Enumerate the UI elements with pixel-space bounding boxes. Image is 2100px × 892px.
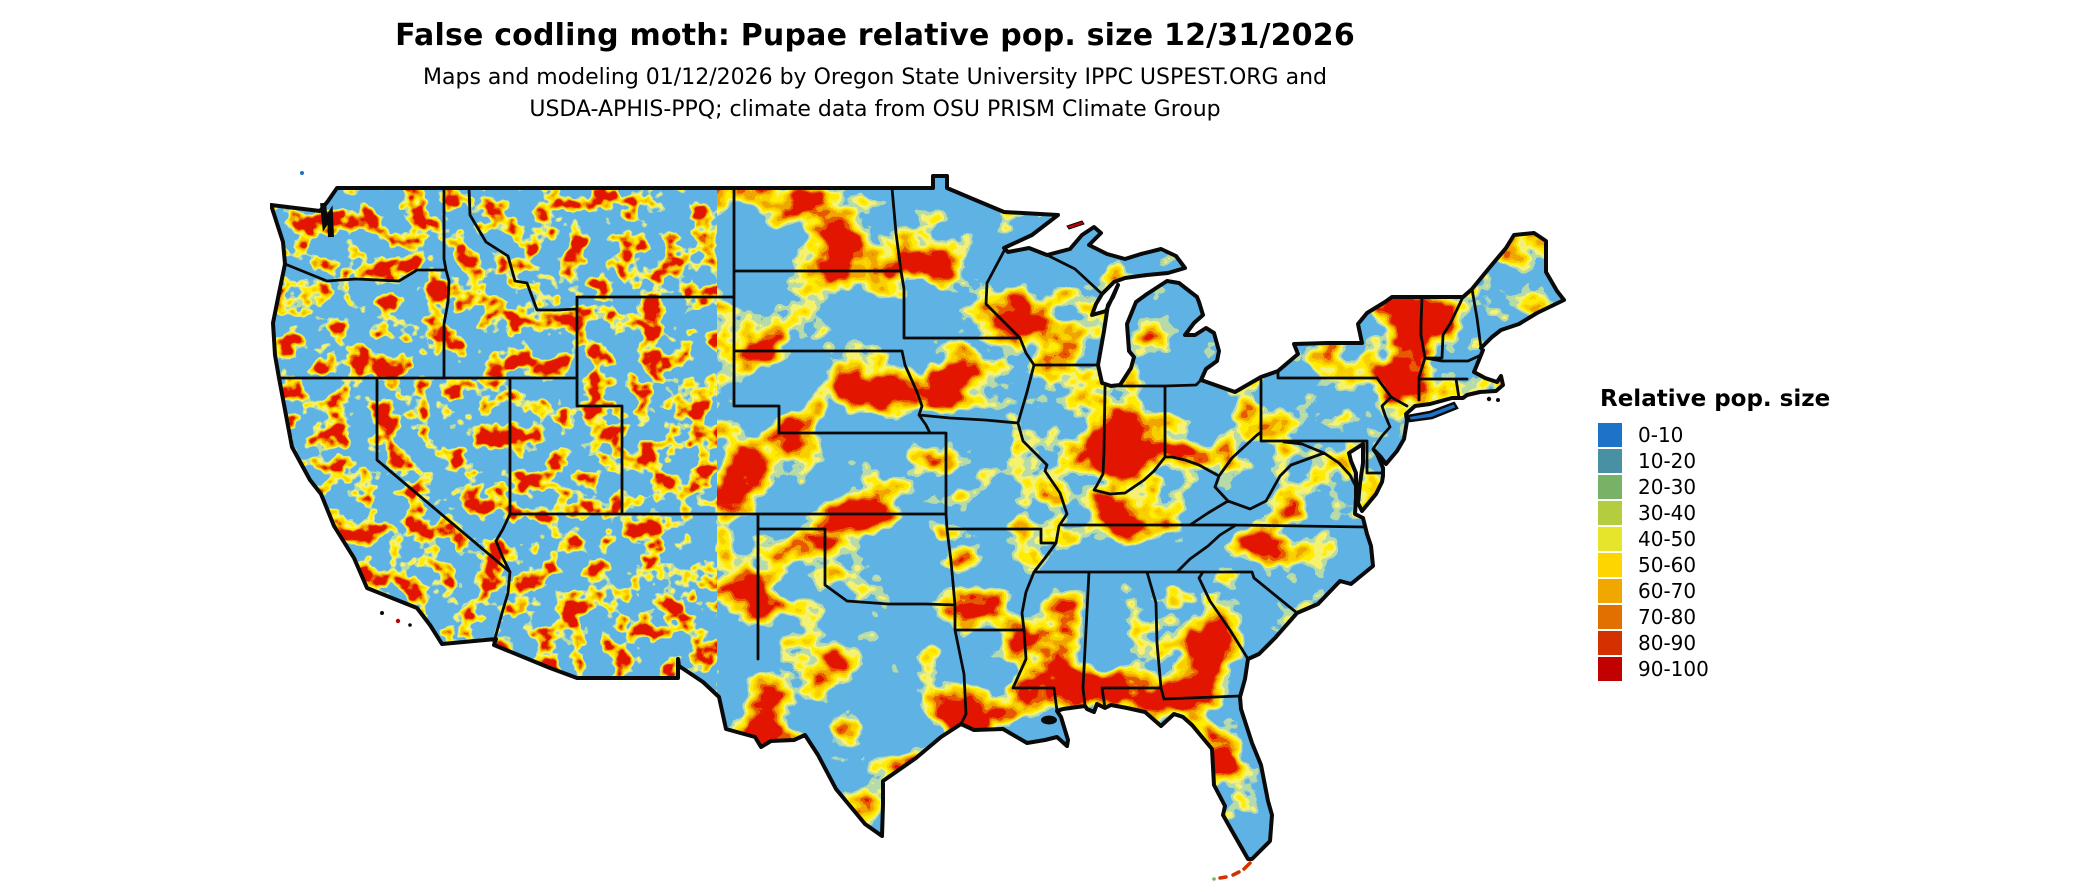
state-borders — [277, 186, 1483, 726]
legend-item: 40-50 — [1598, 526, 1830, 552]
legend-item: 90-100 — [1598, 656, 1830, 682]
legend-label: 80-90 — [1638, 631, 1697, 655]
legend-item: 50-60 — [1598, 552, 1830, 578]
legend-item: 60-70 — [1598, 578, 1830, 604]
channel-island-3 — [408, 623, 412, 627]
legend-label: 40-50 — [1638, 527, 1697, 551]
legend-swatch — [1598, 579, 1622, 603]
legend-label: 20-30 — [1638, 475, 1697, 499]
us-map — [269, 163, 1575, 890]
legend-swatch — [1598, 449, 1622, 473]
legend-label: 30-40 — [1638, 501, 1697, 525]
legend-title: Relative pop. size — [1600, 386, 1831, 412]
subtitle: Maps and modeling 01/12/2026 by Oregon S… — [0, 62, 1750, 126]
legend-label: 60-70 — [1638, 579, 1697, 603]
legend-items: 0-10 10-20 20-30 30-40 40-50 50-60 60-70… — [1598, 422, 1830, 682]
legend-swatch — [1598, 553, 1622, 577]
legend-item: 0-10 — [1598, 422, 1830, 448]
legend-item: 30-40 — [1598, 500, 1830, 526]
legend-item: 70-80 — [1598, 604, 1830, 630]
legend-label: 90-100 — [1638, 657, 1709, 681]
vancouver-island-speck — [300, 171, 304, 175]
lake-pontchartrain — [1041, 715, 1057, 725]
island-nantucket — [1496, 398, 1500, 402]
legend-label: 70-80 — [1638, 605, 1697, 629]
channel-island-2 — [395, 618, 401, 624]
legend-swatch — [1598, 475, 1622, 499]
florida-key-dot — [1212, 877, 1216, 881]
isle-royale — [1066, 220, 1085, 230]
legend-label: 10-20 — [1638, 449, 1697, 473]
puget-sound — [320, 202, 334, 238]
florida-keys — [1218, 861, 1252, 880]
legend-swatch — [1598, 631, 1622, 655]
legend-item: 10-20 — [1598, 448, 1830, 474]
legend-swatch — [1598, 527, 1622, 551]
long-island — [1406, 401, 1459, 423]
us-map-svg — [269, 171, 1566, 881]
map-legend: Relative pop. size 0-10 10-20 20-30 30-4… — [1598, 386, 1830, 682]
subtitle-line-1: Maps and modeling 01/12/2026 by Oregon S… — [423, 65, 1327, 90]
legend-swatch — [1598, 501, 1622, 525]
us-outline — [269, 174, 1566, 861]
legend-swatch — [1598, 605, 1622, 629]
page-title: False codling moth: Pupae relative pop. … — [395, 18, 1355, 53]
legend-item: 80-90 — [1598, 630, 1830, 656]
legend-label: 0-10 — [1638, 423, 1684, 447]
population-raster — [271, 176, 1564, 859]
subtitle-line-2: USDA-APHIS-PPQ; climate data from OSU PR… — [529, 96, 1221, 122]
legend-swatch — [1598, 657, 1622, 681]
legend-item: 20-30 — [1598, 474, 1830, 500]
channel-island-1 — [380, 611, 384, 615]
legend-swatch — [1598, 423, 1622, 447]
island-marthas-vineyard — [1486, 396, 1492, 402]
legend-label: 50-60 — [1638, 553, 1697, 577]
